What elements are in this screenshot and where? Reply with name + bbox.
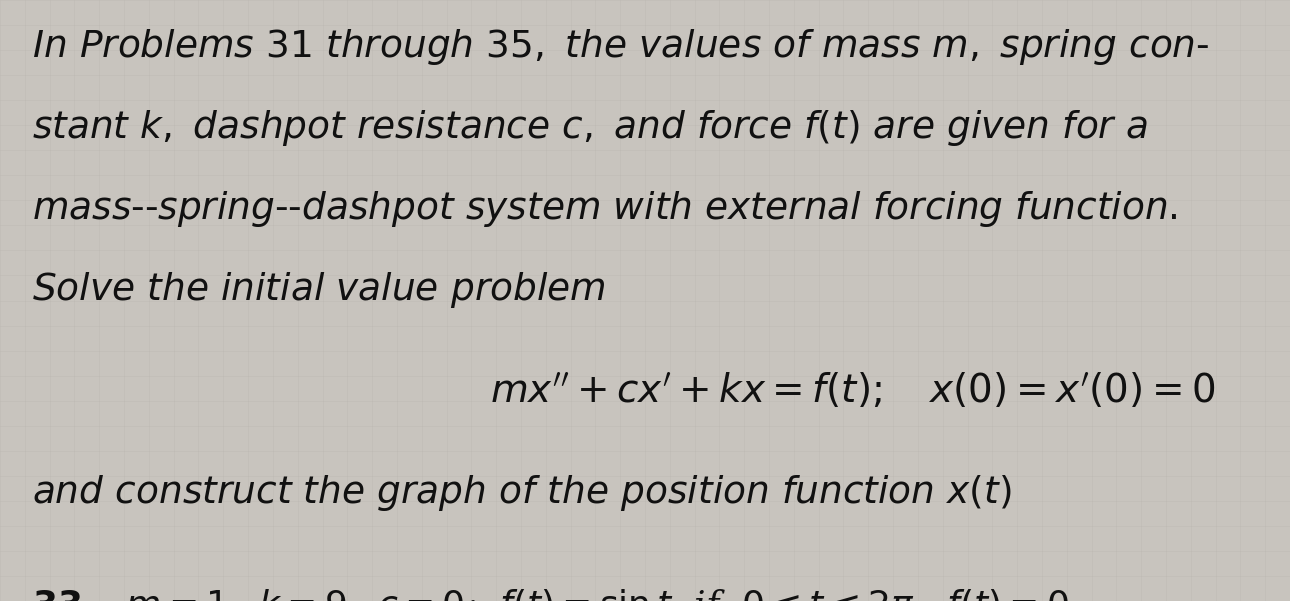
Text: $\mathit{stant}$ $\mathit{k}$$\mathit{,\ dashpot\ resistance}$ $\mathit{c}$$\mat: $\mathit{stant}$ $\mathit{k}$$\mathit{,\… [32, 108, 1148, 148]
Text: $\mathit{In\ Problems\ 31\ through\ 35,\ the\ values\ of\ mass}$ $\mathit{m}$$\m: $\mathit{In\ Problems\ 31\ through\ 35,\… [32, 27, 1210, 67]
Text: $\mathbf{33.}$  $m = 1,\ k = 9,\ c = 0$;  $f(t) = \sin t$  if  $0 \leq t \leq 2\: $\mathbf{33.}$ $m = 1,\ k = 9,\ c = 0$; … [32, 587, 1069, 601]
Text: $\mathit{mass{\text{--}}spring{\text{--}}dashpot\ system\ with\ external\ forcin: $\mathit{mass{\text{--}}spring{\text{--}… [32, 189, 1178, 230]
Text: $\mathit{and\ construct\ the\ graph\ of\ the\ position\ function\ }x(t)$: $\mathit{and\ construct\ the\ graph\ of\… [32, 474, 1011, 513]
Text: $mx'' + cx' + kx = f(t); \quad x(0) = x'(0) = 0$: $mx'' + cx' + kx = f(t); \quad x(0) = x'… [490, 372, 1216, 411]
Text: $\mathit{Solve\ the\ initial\ value\ problem}$: $\mathit{Solve\ the\ initial\ value\ pro… [32, 270, 606, 311]
